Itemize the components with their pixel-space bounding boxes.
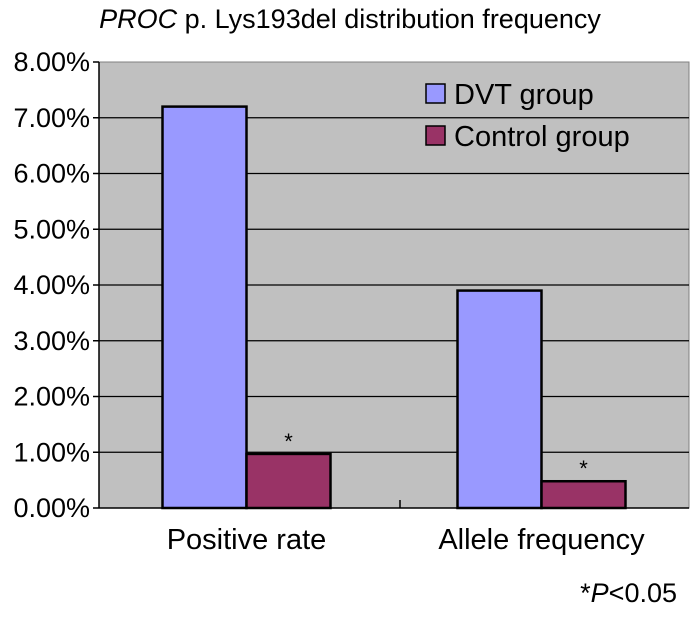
- legend-label-control: Control group: [454, 121, 630, 153]
- y-tick-label: 2.00%: [13, 382, 90, 412]
- significance-star: *: [284, 429, 293, 454]
- y-tick-label: 5.00%: [13, 214, 90, 244]
- bar-dvt-1: [456, 289, 543, 510]
- footnote-star: *: [580, 578, 591, 608]
- x-axis-labels: Positive rate Allele frequency: [167, 524, 645, 556]
- legend: DVT group Control group: [425, 79, 630, 153]
- y-axis-ticks: 0.00% 1.00% 2.00% 3.00% 4.00% 5.00% 6.00% 7.00%…: [13, 47, 99, 523]
- y-tick-label: 1.00%: [13, 437, 90, 467]
- x-tick-label: Allele frequency: [438, 524, 645, 556]
- chart-title: PROC p. Lys193del distribution frequency: [99, 4, 601, 34]
- legend-swatch-control: [425, 125, 446, 146]
- footnote-p: P: [591, 578, 609, 608]
- y-tick-label: 8.00%: [13, 47, 90, 77]
- bar-control-1: [540, 479, 627, 510]
- y-tick-label: 7.00%: [13, 103, 90, 133]
- y-tick-label: 3.00%: [13, 326, 90, 356]
- x-tick-label: Positive rate: [167, 524, 327, 556]
- bar-control-0: [245, 452, 332, 510]
- y-tick-label: 0.00%: [13, 493, 90, 523]
- legend-label-dvt: DVT group: [454, 79, 594, 111]
- footnote-threshold: <0.05: [609, 578, 677, 608]
- footnote: *P<0.05: [580, 578, 677, 608]
- significance-star: *: [579, 456, 588, 481]
- significance-marks: **: [284, 429, 588, 481]
- legend-swatch-dvt: [425, 83, 446, 104]
- chart-title-rest: p. Lys193del distribution frequency: [177, 4, 601, 34]
- bar-dvt-0: [161, 105, 248, 510]
- y-tick-label: 6.00%: [13, 159, 90, 189]
- y-tick-label: 4.00%: [13, 270, 90, 300]
- chart-title-italic: PROC: [99, 4, 178, 34]
